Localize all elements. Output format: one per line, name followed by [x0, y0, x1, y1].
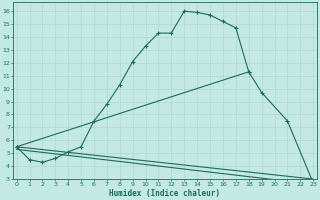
X-axis label: Humidex (Indice chaleur): Humidex (Indice chaleur) [109, 189, 220, 198]
